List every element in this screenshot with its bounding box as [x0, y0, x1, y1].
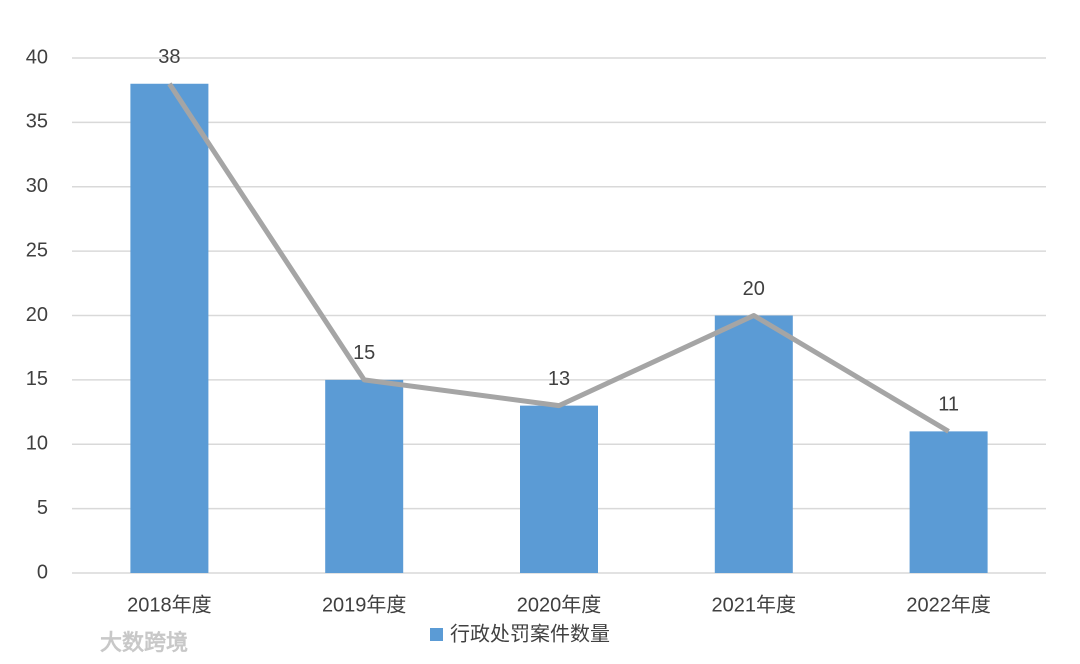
data-label: 15 — [353, 342, 375, 364]
y-tick-label: 10 — [26, 433, 48, 455]
y-tick-label: 15 — [26, 368, 48, 390]
trend-line — [167, 82, 950, 434]
y-tick-label: 5 — [37, 497, 48, 519]
y-tick-label: 35 — [26, 111, 48, 133]
x-tick-label: 2021年度 — [712, 593, 797, 616]
x-tick-label: 2019年度 — [322, 593, 407, 616]
x-tick-label: 2022年度 — [906, 593, 991, 616]
bar — [520, 405, 598, 573]
y-tick-label: 25 — [26, 239, 48, 261]
data-label: 20 — [743, 278, 765, 300]
bar — [325, 379, 404, 573]
legend-swatch — [430, 628, 443, 641]
x-tick-label: 2018年度 — [127, 593, 212, 616]
legend-label: 行政处罚案件数量 — [450, 622, 610, 645]
x-tick-label: 2020年度 — [517, 593, 602, 616]
y-tick-label: 20 — [26, 304, 48, 326]
bar — [909, 431, 988, 573]
y-tick-label: 30 — [26, 175, 48, 197]
y-tick-label: 40 — [26, 46, 48, 68]
data-label: 38 — [158, 46, 180, 68]
bar — [714, 315, 793, 573]
y-tick-label: 0 — [37, 561, 48, 583]
data-label: 13 — [548, 368, 570, 390]
watermark: 大数跨境 — [100, 630, 188, 655]
data-label: 11 — [938, 394, 959, 416]
bar — [130, 83, 209, 573]
